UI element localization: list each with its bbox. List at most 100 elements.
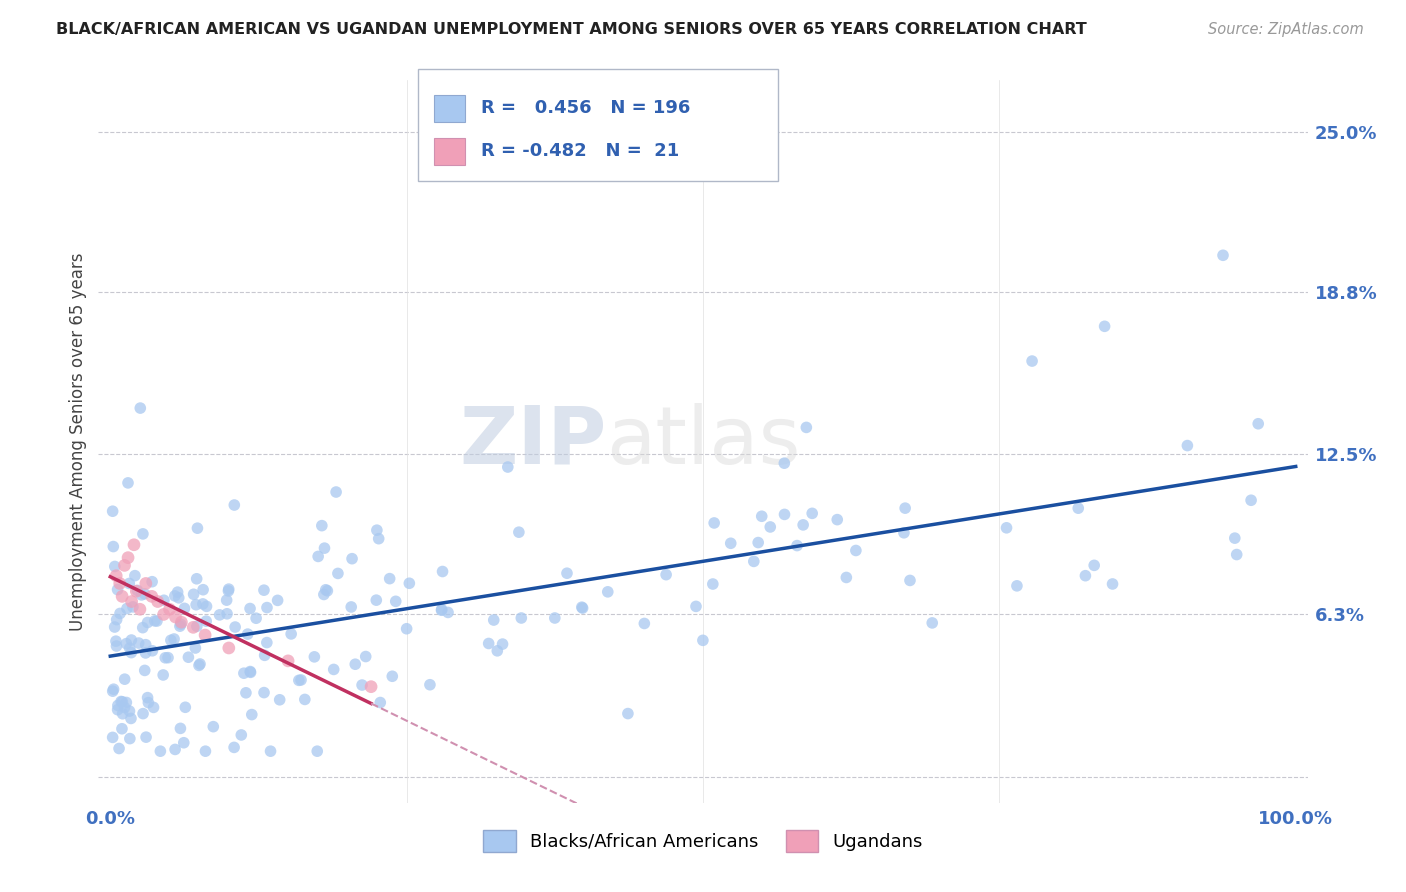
Point (544, 611, 567, 625)
Point (312, 587, 335, 601)
Point (792, 517, 814, 532)
Point (135, 638, 157, 652)
Point (995, 521, 1018, 535)
Point (430, 602, 453, 616)
Point (118, 576, 141, 591)
Point (191, 582, 214, 597)
Point (186, 619, 208, 633)
Point (311, 518, 333, 533)
Point (118, 641, 141, 656)
Point (141, 590, 163, 604)
Point (163, 589, 186, 603)
Point (108, 576, 131, 591)
Point (111, 590, 134, 604)
Point (181, 620, 204, 634)
Point (378, 572, 401, 586)
Point (169, 619, 191, 633)
Point (245, 611, 267, 625)
Point (157, 650, 180, 665)
Point (173, 736, 195, 750)
Point (354, 649, 377, 664)
Point (1212, 248, 1234, 262)
Point (202, 720, 225, 734)
Point (294, 692, 316, 706)
Point (121, 594, 143, 608)
Point (290, 673, 312, 687)
Point (146, 614, 169, 628)
Point (186, 521, 208, 535)
Point (152, 607, 174, 622)
Point (134, 664, 156, 678)
Point (366, 523, 388, 537)
Point (655, 567, 678, 582)
Point (253, 685, 276, 699)
Point (194, 744, 217, 758)
Point (398, 576, 420, 591)
Point (107, 703, 129, 717)
Point (773, 456, 796, 470)
Point (101, 731, 124, 745)
Point (103, 682, 125, 697)
Point (105, 613, 128, 627)
Point (596, 584, 619, 599)
Point (235, 686, 257, 700)
Point (120, 646, 142, 660)
Point (160, 633, 183, 648)
Point (322, 662, 344, 676)
Point (107, 698, 129, 713)
Point (122, 599, 145, 614)
Point (153, 593, 176, 607)
Point (167, 591, 190, 605)
Point (217, 583, 239, 598)
Point (136, 615, 159, 630)
Text: ZIP: ZIP (458, 402, 606, 481)
Point (114, 672, 136, 686)
Point (256, 600, 278, 615)
Point (796, 420, 818, 434)
Point (232, 666, 254, 681)
Point (101, 684, 124, 698)
Point (1240, 493, 1263, 508)
Point (315, 582, 337, 597)
Point (173, 601, 195, 615)
Point (236, 627, 259, 641)
Point (288, 673, 311, 688)
Point (703, 516, 725, 530)
Point (166, 585, 188, 599)
Point (304, 649, 326, 664)
Point (1083, 558, 1105, 573)
Point (280, 627, 302, 641)
Point (188, 658, 211, 673)
Point (177, 650, 200, 665)
Point (114, 700, 136, 714)
Point (508, 525, 530, 540)
Point (132, 527, 155, 541)
Point (136, 690, 159, 705)
Point (129, 602, 152, 616)
Point (218, 582, 240, 596)
Point (105, 568, 128, 582)
Point (1101, 577, 1123, 591)
Point (368, 696, 391, 710)
Text: Source: ZipAtlas.com: Source: ZipAtlas.com (1208, 22, 1364, 37)
Point (571, 600, 593, 615)
Point (141, 644, 163, 658)
Point (571, 601, 593, 615)
Point (921, 615, 943, 630)
Point (159, 602, 181, 616)
Point (430, 603, 453, 617)
Point (169, 722, 191, 736)
Point (125, 584, 148, 599)
Point (366, 593, 388, 607)
Point (165, 742, 187, 756)
Point (367, 532, 389, 546)
Point (384, 594, 406, 608)
Point (395, 622, 418, 636)
Point (751, 509, 773, 524)
Point (253, 583, 276, 598)
Point (239, 601, 262, 615)
Point (186, 572, 208, 586)
Point (256, 635, 278, 649)
Point (129, 401, 152, 415)
Point (184, 640, 207, 655)
